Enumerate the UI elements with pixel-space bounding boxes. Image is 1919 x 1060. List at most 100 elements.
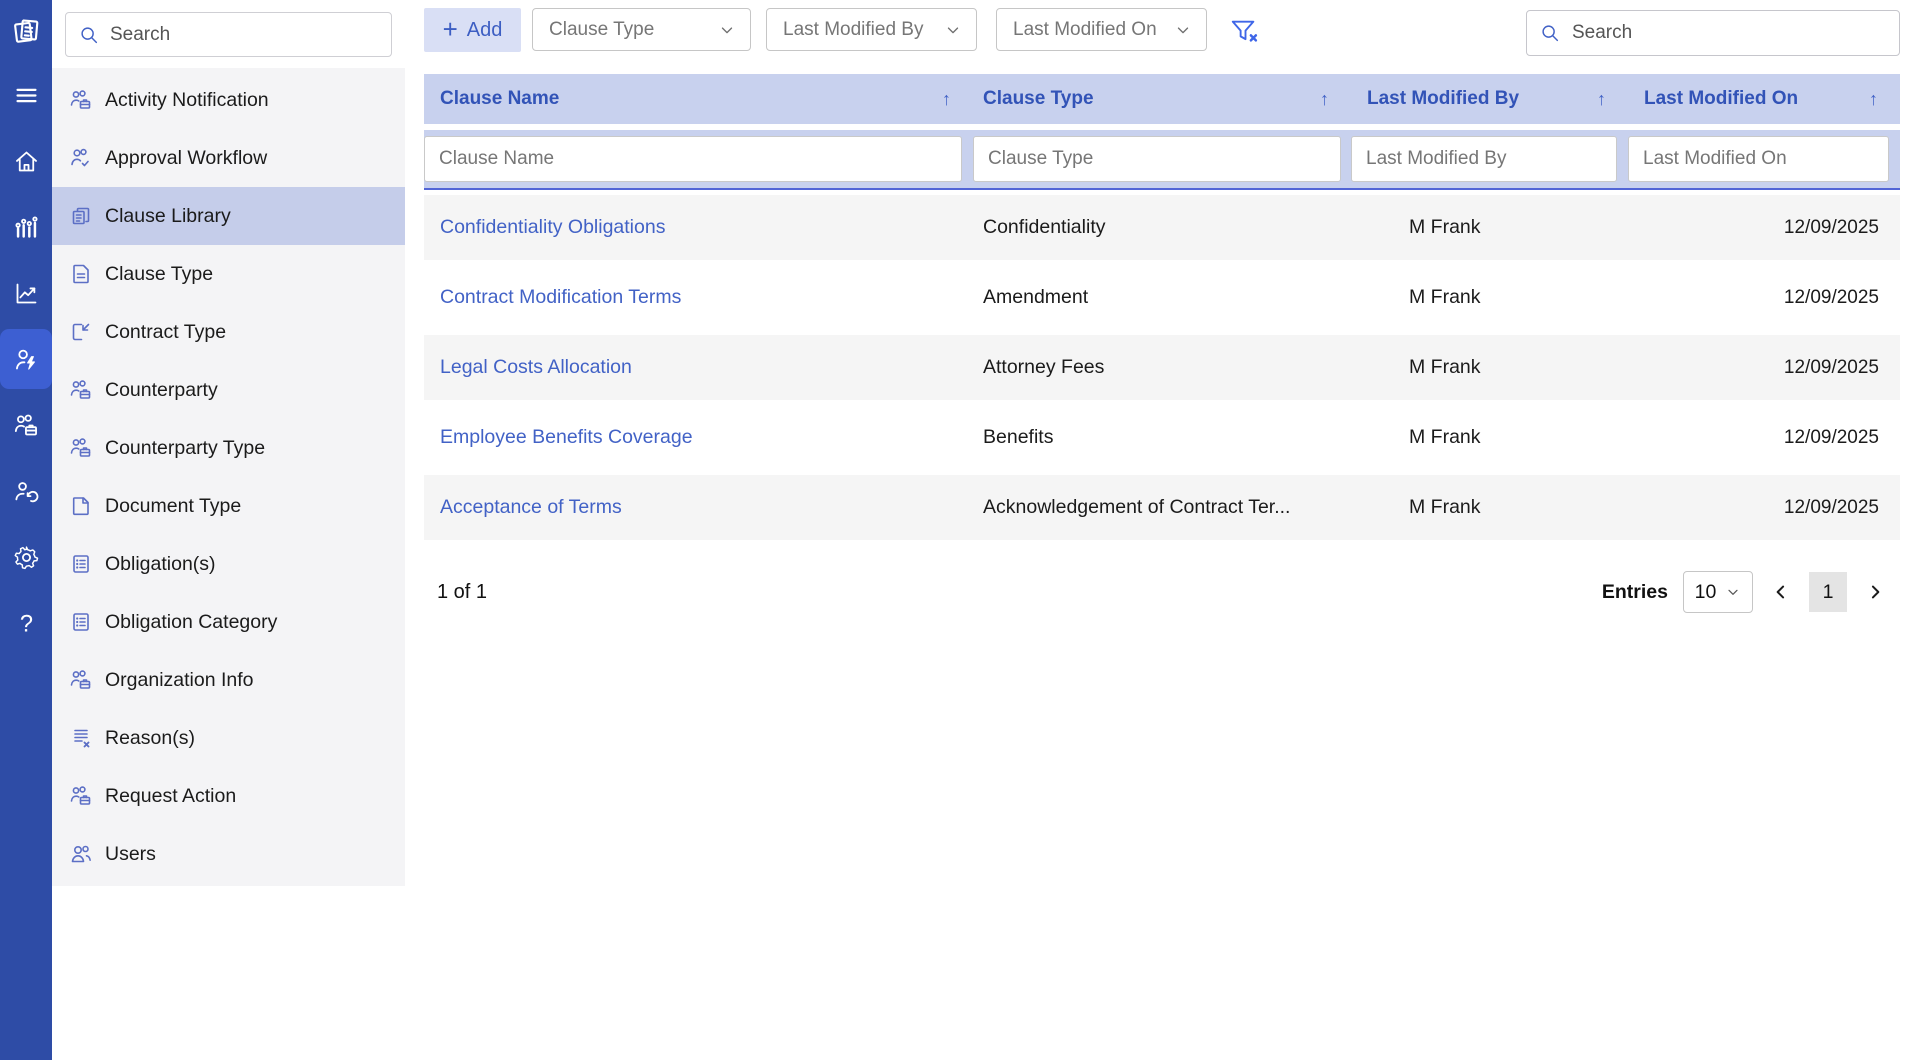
sidebar-item-document-type[interactable]: Document Type: [52, 477, 405, 535]
table-search-box[interactable]: [1526, 10, 1900, 56]
rail-item-menu[interactable]: [0, 62, 52, 128]
users-icon: [69, 842, 93, 866]
clause-type-cell: Attorney Fees: [983, 356, 1105, 378]
sidebar-nav-list: Activity Notification Approval Workflow Cl…: [52, 68, 405, 886]
table-search-input[interactable]: [1572, 22, 1887, 44]
dropdown-label: Last Modified On: [1013, 18, 1157, 40]
clause-name-link[interactable]: Confidentiality Obligations: [440, 216, 666, 238]
filter-cell: [1351, 130, 1628, 188]
sidebar-item-approval-workflow[interactable]: Approval Workflow: [52, 129, 405, 187]
clause-name-link[interactable]: Legal Costs Allocation: [440, 356, 632, 378]
sort-ascending-icon[interactable]: ↑: [1597, 88, 1606, 109]
column-header-clause-type[interactable]: Clause Type ↑: [973, 74, 1351, 124]
modified-on-cell: 12/09/2025: [1783, 426, 1879, 448]
sidebar-item-label: Obligation(s): [105, 552, 216, 575]
modified-on-cell: 12/09/2025: [1783, 356, 1879, 378]
app-rail: [0, 0, 52, 1060]
sidebar-search-box[interactable]: [65, 12, 392, 57]
people-sync-icon: [13, 478, 40, 505]
sidebar-item-organization-info[interactable]: Organization Info: [52, 651, 405, 709]
kebab-menu-icon[interactable]: [921, 216, 941, 240]
page-icon: [69, 494, 93, 518]
modified-by-name: M Frank: [1409, 286, 1481, 308]
sort-ascending-icon[interactable]: ↑: [942, 88, 951, 109]
kebab-menu-icon[interactable]: [921, 426, 941, 450]
rail-item-user-sync[interactable]: [0, 458, 52, 524]
help-icon: [13, 610, 40, 637]
sidebar-item-obligation-category[interactable]: Obligation Category: [52, 593, 405, 651]
last-modified-by-filter-dropdown[interactable]: Last Modified By: [766, 8, 977, 51]
rail-item-home[interactable]: [0, 128, 52, 194]
add-button[interactable]: + Add: [424, 8, 521, 52]
rail-item-settings[interactable]: [0, 524, 52, 590]
column-header-last-modified-by[interactable]: Last Modified By ↑: [1351, 74, 1628, 124]
sidebar-item-clause-type[interactable]: Clause Type: [52, 245, 405, 303]
clause-name-link[interactable]: Contract Modification Terms: [440, 286, 682, 308]
column-filter-input-clause-type[interactable]: [973, 136, 1341, 182]
column-header-clause-name[interactable]: Clause Name ↑: [424, 74, 973, 124]
previous-page-button[interactable]: [1768, 579, 1794, 605]
clause-name-cell: Legal Costs Allocation: [424, 356, 973, 380]
sidebar-search-input[interactable]: [110, 23, 379, 46]
column-filter-input-last-modified-on[interactable]: [1628, 136, 1889, 182]
chevron-right-icon: [1865, 582, 1885, 602]
sort-ascending-icon[interactable]: ↑: [1869, 88, 1878, 109]
clause-name-link[interactable]: Acceptance of Terms: [440, 496, 622, 518]
modified-by-cell: M Frank: [1351, 422, 1628, 453]
sidebar-item-activity-notification[interactable]: Activity Notification: [52, 71, 405, 129]
kebab-menu-icon[interactable]: [921, 286, 941, 310]
column-filter-input-last-modified-by[interactable]: [1351, 136, 1617, 182]
sidebar-item-clause-library[interactable]: Clause Library: [52, 187, 405, 245]
next-page-button[interactable]: [1862, 579, 1888, 605]
app-logo-icon: [10, 15, 42, 47]
last-modified-on-filter-dropdown[interactable]: Last Modified On: [996, 8, 1207, 51]
rail-item-analytics[interactable]: [0, 194, 52, 260]
rail-item-admin-actions[interactable]: [0, 329, 52, 389]
avatar: [1367, 212, 1398, 243]
column-header-last-modified-on[interactable]: Last Modified On ↑: [1628, 74, 1900, 124]
rail-item-help[interactable]: [0, 590, 52, 656]
sidebar-item-users[interactable]: Users: [52, 825, 405, 883]
rail-item-workgroups[interactable]: [0, 392, 52, 458]
sidebar-item-counterparty-type[interactable]: Counterparty Type: [52, 419, 405, 477]
line-chart-icon: [13, 280, 40, 307]
pagination-controls: Entries 10 1: [1602, 571, 1888, 613]
sidebar-item-obligation-s[interactable]: Obligation(s): [52, 535, 405, 593]
table-row: Employee Benefits Coverage Benefits M Fran…: [424, 405, 1900, 470]
chevron-down-icon: [944, 21, 962, 39]
clause-type-cell: Benefits: [983, 426, 1054, 448]
sidebar-item-reason-s[interactable]: Reason(s): [52, 709, 405, 767]
sidebar-item-contract-type[interactable]: Contract Type: [52, 303, 405, 361]
kebab-menu-icon[interactable]: [921, 496, 941, 520]
modified-by-cell: M Frank: [1351, 492, 1628, 523]
chevron-down-icon: [1725, 584, 1741, 600]
sidebar-item-counterparty[interactable]: Counterparty: [52, 361, 405, 419]
sidebar-item-label: Users: [105, 842, 156, 865]
clause-type-filter-dropdown[interactable]: Clause Type: [532, 8, 751, 51]
current-page-button[interactable]: 1: [1809, 572, 1847, 612]
app-logo[interactable]: [0, 0, 52, 62]
sort-ascending-icon[interactable]: ↑: [1320, 88, 1329, 109]
sidebar-item-label: Request Action: [105, 784, 237, 807]
sidebar-item-request-action[interactable]: Request Action: [52, 767, 405, 825]
column-filter-input-clause-name[interactable]: [424, 136, 962, 182]
rail-item-reports[interactable]: [0, 260, 52, 326]
table-row: Acceptance of Terms Acknowledgement of Co…: [424, 475, 1900, 540]
sidebar-item-label: Document Type: [105, 494, 242, 517]
people-briefcase-icon: [13, 412, 40, 439]
sidebar-item-label: Activity Notification: [105, 88, 269, 111]
sidebar-item-label: Clause Library: [105, 204, 231, 227]
clause-name-link[interactable]: Employee Benefits Coverage: [440, 426, 693, 448]
modified-by-cell: M Frank: [1351, 352, 1628, 383]
clause-type-cell: Confidentiality: [983, 216, 1106, 238]
clause-table: Clause Name ↑ Clause Type ↑ Last Modified By…: [424, 74, 1900, 545]
clause-name-cell: Acceptance of Terms: [424, 496, 973, 520]
kebab-menu-icon[interactable]: [921, 356, 941, 380]
entries-value: 10: [1694, 580, 1717, 603]
sidebar-item-label: Obligation Category: [105, 610, 278, 633]
people-briefcase-icon: [69, 668, 93, 692]
clear-filters-button[interactable]: [1229, 16, 1259, 46]
modified-by-name: M Frank: [1409, 356, 1481, 378]
dropdown-label: Clause Type: [549, 18, 655, 40]
entries-per-page-select[interactable]: 10: [1683, 571, 1753, 613]
